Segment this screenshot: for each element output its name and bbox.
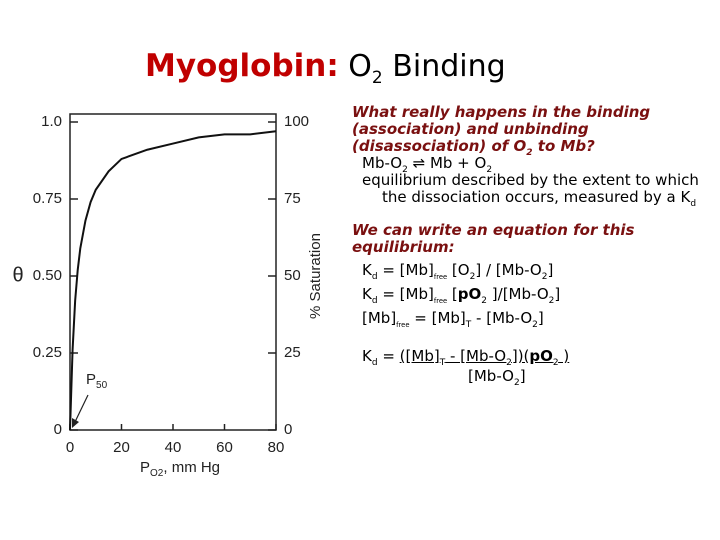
question: We can write an equation for this equili…: [352, 221, 635, 256]
y2-axis-label: % Saturation: [307, 233, 324, 319]
curve: [69, 130, 277, 431]
t: [Mb-O: [468, 367, 514, 385]
annotation-arrow: [73, 394, 89, 425]
t: 2: [513, 378, 520, 388]
arrow-head: [72, 418, 79, 428]
t: d: [371, 358, 378, 368]
t: ]: [547, 261, 554, 279]
t: d: [690, 199, 697, 209]
annotation-sub: 50: [96, 380, 108, 391]
description: equilibrium described by the extent to w…: [362, 171, 714, 209]
x-label-part: P: [140, 459, 150, 476]
t: free: [433, 297, 448, 305]
t: Mb-O: [362, 154, 403, 172]
t: - [Mb-O: [445, 347, 507, 365]
t: ): [558, 347, 570, 365]
t: 2: [552, 358, 559, 368]
t: free: [396, 321, 410, 329]
t: 2: [548, 296, 555, 306]
t: ([Mb]: [399, 347, 440, 365]
t: = [Mb]: [409, 309, 466, 327]
t: T: [465, 320, 472, 330]
y2-tick-label: 100: [284, 113, 309, 130]
equation: Kd = ([Mb]T - [Mb-O2])(pO2 ): [362, 346, 714, 368]
t: What really happens in the binding (asso…: [352, 103, 651, 155]
equation: Kd = [Mb]free [pO2 ]/[Mb-O2]: [362, 284, 714, 306]
annotation: P50: [86, 371, 108, 391]
x-tick-label: 60: [216, 439, 233, 456]
t: 2: [532, 320, 538, 330]
t: ]/[Mb-O: [487, 285, 549, 303]
y2-tick-label: 50: [284, 267, 301, 284]
t: to Mb?: [532, 137, 595, 155]
t: pO: [457, 285, 482, 303]
x-label-part: , mm Hg: [163, 459, 220, 476]
y2-tick-label: 75: [284, 190, 301, 207]
t: [Mb]: [362, 309, 397, 327]
t: 2: [541, 272, 548, 282]
t: K: [362, 285, 372, 303]
x-tick-label: 40: [165, 439, 182, 456]
t: d: [371, 296, 378, 306]
title-o: O: [348, 49, 372, 84]
x-label-sub: O2: [150, 468, 164, 479]
x-tick-label: 80: [268, 439, 285, 456]
t: = [Mb]: [377, 261, 434, 279]
t: [: [447, 285, 458, 303]
text-block: What really happens in the binding (asso…: [352, 103, 714, 388]
t: [O: [447, 261, 470, 279]
y-axis-label: θ: [12, 264, 23, 286]
t: 2: [402, 165, 408, 175]
t: 2: [469, 272, 476, 282]
equation: [Mb]free = [Mb]T - [Mb-O2]: [362, 308, 714, 330]
t: ])(: [511, 347, 530, 365]
t: equilibrium described by the extent to w…: [362, 171, 699, 206]
t: 2: [486, 165, 493, 175]
title-main: Myoglobin:: [145, 48, 339, 84]
t: K: [362, 347, 372, 365]
y-tick-label: 0.50: [33, 267, 62, 284]
question: What really happens in the binding (asso…: [352, 103, 714, 158]
t: 2: [506, 358, 512, 368]
equation: Kd = [Mb]free [O2] / [Mb-O2]: [362, 260, 714, 282]
chart: 0 0.25 0.50 0.75 1.0 0 25 50 75 100 0 20 40 60 80 θ % Sa…: [12, 113, 324, 479]
annotation-part: P: [86, 371, 96, 388]
t: - [Mb-O: [471, 309, 533, 327]
title-rest: Binding: [382, 49, 506, 84]
title-sub: 2: [371, 68, 383, 88]
t: 2: [526, 148, 533, 158]
t: pO: [529, 347, 553, 365]
t: ]: [554, 285, 561, 303]
x-tick-label: 20: [113, 439, 130, 456]
t: free: [433, 273, 448, 281]
t: T: [439, 358, 446, 368]
t: ]: [537, 309, 544, 327]
t: d: [371, 272, 378, 282]
slide-title: Myoglobin: O2 Binding: [145, 48, 506, 87]
y-tick-label: 1.0: [41, 113, 62, 130]
t: ] / [Mb-O: [475, 261, 542, 279]
t: ⇌ Mb + O: [407, 154, 487, 172]
y-tick-label: 0.25: [33, 344, 62, 361]
numerator: ([Mb]T - [Mb-O2])(pO2 ): [399, 347, 570, 368]
t: = [Mb]: [377, 285, 434, 303]
equation: Mb-O2 ⇌ Mb + O2: [362, 154, 714, 175]
t: =: [377, 347, 400, 365]
y2-tick-label: 0: [284, 421, 292, 438]
x-tick-label: 0: [66, 439, 74, 456]
t: K: [362, 261, 372, 279]
t: 2: [481, 296, 488, 306]
denominator: [Mb-O2]: [468, 366, 714, 388]
y-tick-label: 0: [54, 421, 62, 438]
y-tick-label: 0.75: [33, 190, 62, 207]
x-axis-label: PO2, mm Hg: [140, 459, 220, 479]
t: ]: [519, 367, 526, 385]
y2-tick-label: 25: [284, 344, 301, 361]
